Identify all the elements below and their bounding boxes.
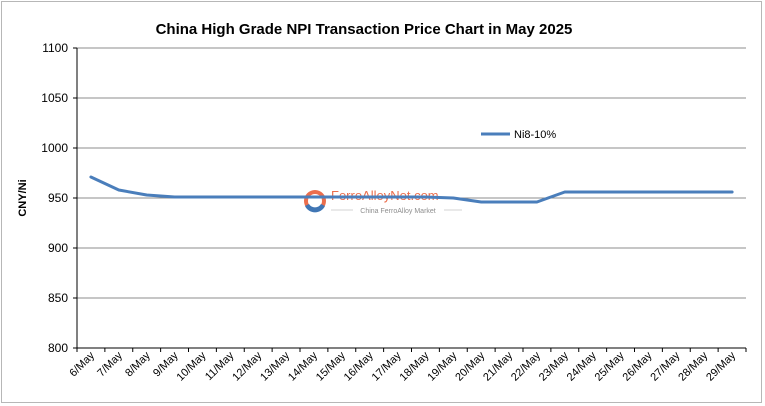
x-tick-label: 28/May: [676, 349, 710, 383]
legend-label: Ni8-10%: [514, 129, 556, 141]
axes: [73, 47, 747, 352]
x-tick-label: 19/May: [425, 349, 459, 383]
x-tick-label: 10/May: [175, 349, 209, 383]
x-tick-label: 18/May: [398, 349, 432, 383]
x-tick-label: 23/May: [537, 349, 571, 383]
y-tick-label: 800: [48, 341, 68, 355]
x-tick-label: 22/May: [509, 349, 543, 383]
y-tick-label: 1000: [41, 141, 68, 155]
x-tick-label: 14/May: [286, 349, 320, 383]
y-axis-label: CNY/Ni: [17, 179, 29, 216]
x-tick-label: 17/May: [370, 349, 404, 383]
watermark-tagline: China FerroAlloy Market: [360, 208, 436, 215]
x-tick-label: 13/May: [258, 349, 292, 383]
watermark: FerroAlloyNet.com China FerroAlloy Marke…: [304, 188, 462, 215]
y-tick-label: 1050: [41, 91, 68, 105]
gridlines: [77, 47, 746, 299]
x-tick-label: 20/May: [453, 349, 487, 383]
x-tick-label: 27/May: [648, 349, 682, 383]
x-tick-label: 8/May: [123, 349, 153, 379]
x-tick-label: 26/May: [621, 349, 655, 383]
legend: Ni8-10%: [481, 129, 556, 141]
y-tick-label: 950: [48, 191, 68, 205]
y-tick-labels: 800 850 900 950 1000 1050 1100: [41, 41, 68, 355]
x-tick-label: 24/May: [565, 349, 599, 383]
x-tick-label: 11/May: [203, 349, 237, 383]
x-tick-label: 12/May: [230, 349, 264, 383]
series-lines: [89, 175, 734, 204]
x-tick-label: 29/May: [704, 349, 738, 383]
x-tick-label: 15/May: [314, 349, 348, 383]
y-tick-label: 1100: [42, 41, 68, 55]
x-tick-label: 6/May: [67, 349, 97, 379]
series-line: [89, 175, 734, 204]
x-tick-label: 7/May: [95, 349, 125, 379]
watermark-logo-icon: [304, 190, 326, 213]
x-tick-label: 16/May: [342, 349, 376, 383]
y-tick-label: 900: [48, 241, 68, 255]
chart-title: China High Grade NPI Transaction Price C…: [156, 21, 573, 38]
x-tick-label: 21/May: [481, 349, 515, 383]
y-tick-label: 850: [48, 291, 68, 305]
x-tick-label: 25/May: [593, 349, 627, 383]
x-tick-labels: 6/May7/May8/May9/May10/May11/May12/May13…: [67, 349, 738, 383]
